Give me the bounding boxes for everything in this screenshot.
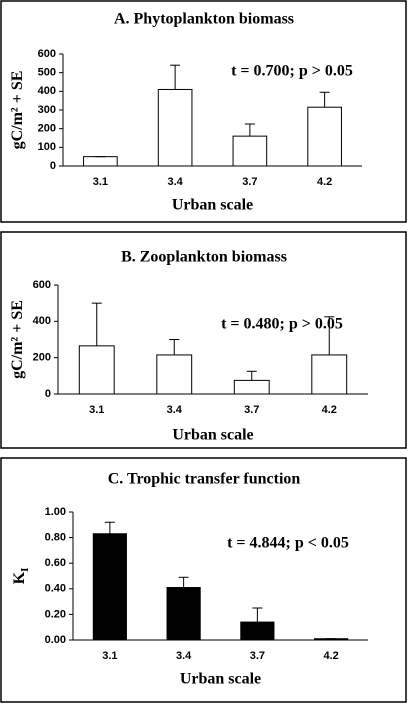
bar [78,345,115,395]
bar [166,587,201,641]
y-tick-label: 0.40 [45,583,66,595]
y-axis-label-sub: I [19,568,31,572]
bar [83,156,118,167]
y-axis-label: gC/m² + SE [9,300,26,379]
y-tick-label: 0.20 [45,608,66,620]
y-tick-label: 600 [38,48,56,60]
bar [307,106,342,167]
y-tick-label: 300 [38,104,56,116]
x-axis-label: Urban scale [172,197,253,214]
annotation: t = 0.700; p > 0.05 [231,63,353,80]
y-tick-label: 200 [38,123,56,135]
x-tick-label: 3.7 [244,404,259,416]
x-tick-label: 3.4 [167,176,183,188]
y-axis-label: gC/m² + SE [9,71,26,150]
bar [240,621,275,641]
x-tick-label: 3.1 [89,404,104,416]
y-tick-label: 0.00 [45,634,66,646]
x-tick-label: 3.1 [102,650,117,662]
y-tick-label: 500 [38,67,56,79]
panel [0,0,407,223]
y-axis-label: KI [11,568,31,585]
y-tick-label: 400 [33,315,51,327]
y-tick-label: 600 [33,279,51,291]
x-tick-label: 4.2 [323,650,338,662]
y-axis-label-main: gC/m² + SE [9,71,26,150]
annotation: t = 0.480; p > 0.05 [221,316,343,333]
x-tick-label: 4.2 [317,176,332,188]
y-tick-label: 100 [38,141,56,153]
panel [0,457,407,703]
y-tick-label: 400 [38,85,56,97]
y-tick-label: 0.60 [45,557,66,569]
bar [92,533,127,641]
x-tick-label: 4.2 [322,404,337,416]
x-tick-label: 3.1 [93,176,108,188]
y-tick-label: 0 [45,388,51,400]
x-tick-label: 3.4 [167,404,183,416]
chart-title: B. Zooplankton biomass [121,249,287,266]
panel [0,231,407,449]
x-axis-label: Urban scale [180,671,261,688]
y-tick-label: 0 [50,160,56,172]
y-tick-label: 200 [33,352,51,364]
bar [156,354,193,395]
y-axis-label-main: gC/m² + SE [9,300,26,379]
bar [232,135,268,167]
x-axis-label: Urban scale [172,427,253,444]
bar [157,88,193,167]
annotation: t = 4.844; p < 0.05 [227,535,349,552]
x-tick-label: 3.7 [242,176,257,188]
y-axis-label-main: K [11,571,28,584]
y-tick-label: 1.00 [45,506,66,518]
bar [311,354,348,395]
bar [233,379,270,395]
x-tick-label: 3.4 [176,650,192,662]
chart-title: A. Phytoplankton biomass [114,11,294,28]
x-tick-label: 3.7 [250,650,265,662]
y-tick-label: 0.80 [45,532,66,544]
chart-title: C. Trophic transfer function [108,471,301,488]
